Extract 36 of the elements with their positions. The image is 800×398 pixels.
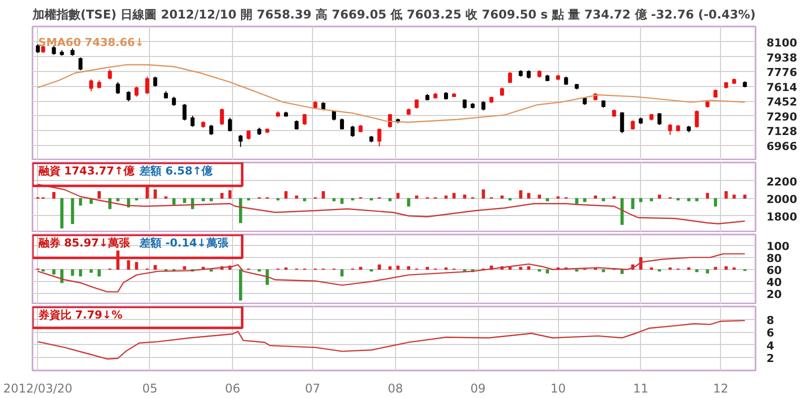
y-tick-label: 20 [766,288,782,302]
chart-title: 融券 85.97↓萬張 [38,236,132,250]
y-tick-label: 100 [766,240,790,253]
chart-title: 加權指數(TSE) 日線圖 2012/12/10 開 7658.39 高 7669.05 低 7603.25 收 7609.50 s 點 量 734.72 億 -32.76 (-0.43%) [32,8,756,22]
y-tick-label: 2 [766,352,774,366]
x-tick-label: 2012/03/20 [3,382,72,396]
y-tick-label: 7128 [766,125,798,138]
chart-title: 券資比 7.79↓% [37,308,123,322]
y-tick-label: 2200 [766,175,798,188]
y-tick-label: 1800 [766,210,798,224]
x-tick-label: 11 [633,382,648,396]
y-tick-label: 7614 [766,80,798,94]
y-tick-label: 8 [766,314,774,327]
y-tick-label: 7938 [766,51,798,64]
y-tick-label: 6966 [766,140,798,153]
x-tick-label: 12 [713,382,728,396]
y-tick-label: 7290 [766,110,798,124]
y-tick-label: 40 [766,276,782,290]
y-tick-label: 7452 [766,96,798,109]
x-tick-label: 07 [304,382,320,396]
y-tick-label: 7776 [766,66,798,80]
chart-title: 融資 1743.77↑億 [38,164,136,178]
y-tick-label: 6 [766,326,774,340]
x-tick-label: 09 [470,382,486,396]
y-tick-label: 60 [766,264,782,277]
x-tick-label: 06 [224,382,240,396]
chart-subtitle: 差額 6.58↑億 [138,164,214,178]
y-tick-label: 80 [766,252,782,265]
y-tick-label: 4 [766,339,774,352]
x-tick-label: 05 [142,382,158,396]
y-tick-label: 2000 [766,192,798,206]
chart-subtitle: 差額 -0.14↓萬張 [138,236,230,250]
y-tick-label: 8100 [766,36,798,50]
x-tick-label: 08 [388,382,403,396]
x-tick-label: 10 [550,382,566,396]
series-label: SMA60 7438.66↓ [38,36,144,49]
